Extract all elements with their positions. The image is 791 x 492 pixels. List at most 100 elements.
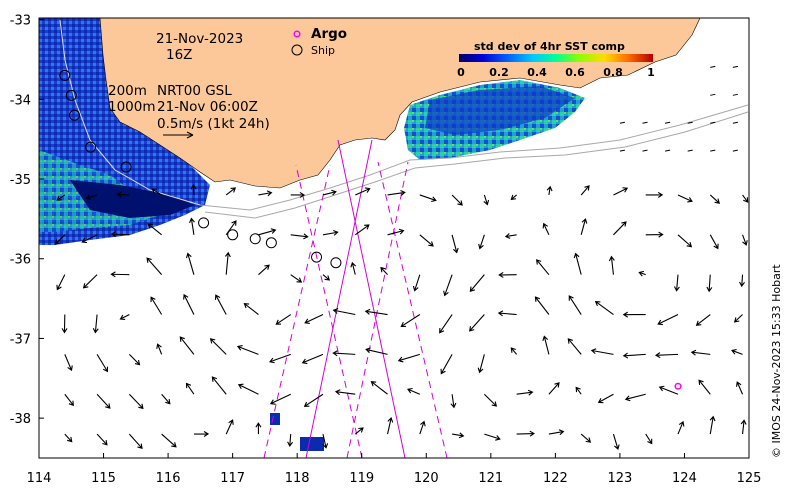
current-vector-arrow <box>380 266 388 276</box>
current-vector-arrow <box>64 433 73 443</box>
current-vector-arrow <box>546 185 553 196</box>
colorbar-ticks: 0 0.2 0.4 0.6 0.8 1 <box>457 66 655 79</box>
current-vector-arrow <box>258 264 270 276</box>
current-vector-arrow <box>161 393 171 405</box>
current-vector-arrow <box>510 194 517 201</box>
current-vector-arrow <box>510 347 518 355</box>
current-vector-arrow <box>731 348 743 355</box>
current-vector-arrow <box>645 191 664 198</box>
colorbar-title: std dev of 4hr SST comp <box>474 40 625 53</box>
current-vector-arrow <box>147 223 162 236</box>
current-vector-arrow <box>355 187 371 196</box>
current-vector-arrow <box>590 348 614 355</box>
current-vector-arrow <box>322 229 339 236</box>
current-vector-arrow <box>469 274 485 293</box>
sst-patch-west-deep <box>70 180 195 218</box>
current-vector-arrow <box>214 294 227 315</box>
colorbar-tick-label: 0.4 <box>527 66 547 79</box>
current-vector-arrow <box>710 149 716 152</box>
current-vector-arrow <box>185 382 195 395</box>
current-vector-arrow <box>687 149 693 152</box>
depth-200-label: 200m <box>108 83 147 99</box>
current-vector-arrow <box>536 259 550 276</box>
x-tick-label: 124 <box>672 471 697 486</box>
current-vector-arrow <box>698 379 711 395</box>
current-vector-arrow <box>658 385 679 395</box>
current-vector-arrow <box>548 429 565 436</box>
current-vector-arrow <box>443 274 453 297</box>
current-vector-arrow <box>304 314 324 324</box>
product-label: NRT00 GSL <box>157 83 232 99</box>
ship-station-marker <box>198 217 210 229</box>
current-vector-arrow <box>224 251 231 275</box>
current-vector-arrow <box>654 352 679 359</box>
current-vector-arrow <box>468 314 485 332</box>
current-vector-arrow <box>322 433 329 449</box>
vector-time-label: 21-Nov 06:00Z <box>157 99 258 115</box>
ship-station-marker <box>120 161 132 173</box>
ship-legend-icon <box>291 44 303 56</box>
current-vector-arrow <box>110 231 130 238</box>
current-vector-arrow <box>613 221 627 236</box>
current-vector-arrow <box>568 295 582 315</box>
current-vector-arrow <box>275 314 292 325</box>
current-vector-arrow <box>516 389 534 396</box>
current-vector-arrow <box>96 433 108 446</box>
track-dashed <box>346 161 409 458</box>
current-vector-arrow <box>64 354 73 372</box>
current-vector-arrow <box>739 274 745 288</box>
current-vector-arrow <box>290 233 309 240</box>
ship-station-marker <box>85 141 97 153</box>
current-vector-arrow <box>498 271 517 278</box>
current-vector-arrow <box>451 194 463 206</box>
current-vector-arrow <box>642 149 648 152</box>
y-axis: -33 -34 -35 -36 -37 -38 <box>10 14 44 427</box>
current-vector-arrow <box>183 293 195 315</box>
current-vectors <box>54 65 749 451</box>
current-vector-arrow <box>732 149 738 152</box>
sst-patch-east-core <box>425 86 575 135</box>
current-vector-arrow <box>387 416 394 435</box>
current-vector-arrow <box>269 393 291 405</box>
current-vector-arrow <box>400 314 421 328</box>
current-vector-arrow <box>732 93 738 96</box>
ship-station-marker <box>227 229 239 241</box>
current-vector-arrow <box>407 387 421 395</box>
current-vector-arrow <box>709 234 719 250</box>
x-tick-label: 117 <box>220 471 245 486</box>
current-vector-arrow <box>56 194 66 201</box>
y-tick-label: -33 <box>10 14 31 29</box>
credit-label: © IMOS 24-Nov-2023 15:33 Hobart <box>770 264 783 458</box>
current-vector-arrow <box>290 191 306 198</box>
current-vector-arrow <box>61 314 68 334</box>
y-tick-label: -36 <box>10 253 31 268</box>
current-vector-arrow <box>622 311 646 318</box>
current-vector-arrow <box>573 252 582 275</box>
current-vector-arrow <box>709 194 721 204</box>
current-vector-arrow <box>451 234 459 254</box>
current-vector-arrow <box>193 431 210 437</box>
track-dashed <box>295 164 363 458</box>
current-vector-arrow <box>612 433 620 451</box>
current-vector-arrow <box>322 189 337 196</box>
current-vector-arrow <box>85 194 98 201</box>
depth-1000-label: 1000m <box>108 99 156 115</box>
current-vector-arrow <box>334 389 356 396</box>
current-vector-arrow <box>397 353 420 363</box>
current-vector-arrow <box>54 234 66 245</box>
current-vector-arrow <box>567 338 582 355</box>
current-vector-arrow <box>624 393 646 402</box>
current-vector-arrow <box>258 190 273 197</box>
x-tick-label: 118 <box>285 471 310 486</box>
colorbar-tick-label: 0.6 <box>565 66 585 79</box>
current-vector-arrow <box>733 314 743 323</box>
ship-station-marker <box>311 251 323 263</box>
current-vector-arrow <box>638 270 646 277</box>
isobath-1000m <box>204 111 749 219</box>
current-vector-arrow <box>370 381 388 395</box>
y-tick-label: -35 <box>10 173 31 188</box>
current-vector-arrow <box>303 393 324 407</box>
current-vector-arrow <box>96 393 111 409</box>
current-vector-arrow <box>497 310 517 317</box>
current-vector-arrow <box>209 338 227 355</box>
